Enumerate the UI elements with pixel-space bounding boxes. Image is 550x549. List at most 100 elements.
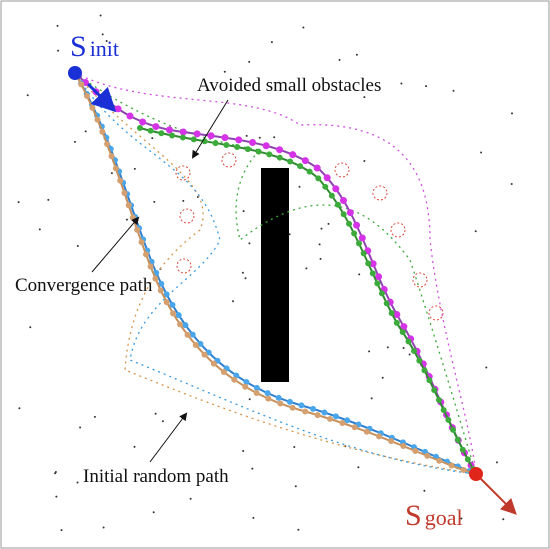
start-symbol: S [70,30,87,63]
annotation-arrow [149,412,188,463]
background-point [125,218,128,221]
background-point [245,134,248,137]
goal-subscript: goal [425,505,463,530]
background-point [74,140,76,143]
background-point [252,516,255,519]
background-point [55,495,58,498]
background-point [402,347,405,349]
background-point [138,473,141,476]
annotation: Initial random path [83,466,229,487]
background-point [251,467,254,470]
background-point [293,446,296,448]
background-point [320,227,323,230]
background-point [102,526,105,529]
background-point [370,397,373,400]
background-point [79,426,82,429]
background-point [425,85,428,88]
background-point [386,346,389,349]
obstacle [261,168,289,382]
background-point [368,350,371,353]
goal-point [469,467,483,481]
background-point [355,53,358,56]
background-point [182,199,185,202]
background-point [400,82,403,85]
background-point [241,271,244,274]
start-subscript: init [90,36,119,61]
background-point [363,96,366,99]
background-point [502,518,505,521]
background-point [232,300,234,303]
background-point [161,420,164,423]
background-point [133,167,136,170]
background-point [242,210,245,213]
background-point [452,89,455,92]
background-point [26,94,29,97]
background-point [496,461,498,464]
background-point [302,26,305,29]
goal-arrow [475,473,517,515]
background-point [151,137,154,140]
background-point [154,412,157,415]
background-point [76,481,79,484]
background-point [357,466,360,469]
background-point [319,257,322,260]
background-point [54,472,57,475]
background-point [248,60,251,63]
background-point [408,353,411,356]
background-point [244,277,247,280]
small-obstacles [175,152,444,321]
background-point [297,528,300,531]
start-arrow [86,82,117,113]
background-point [423,489,426,492]
background-point [84,130,87,133]
annotation-arrow [191,99,229,159]
background-point [288,233,291,236]
background-point [511,112,513,115]
background-point [485,366,488,369]
background-point [99,14,102,17]
background-point [152,511,155,514]
background-point [223,70,226,73]
annotation: Convergence path [15,275,153,296]
background-point [93,415,96,418]
convergence-paths [71,69,480,478]
background-point [153,200,156,203]
background-point [29,326,32,329]
background-point [363,160,366,162]
background-point [17,201,20,204]
background-point [480,151,483,154]
background-point [76,245,79,247]
annotation-arrow [91,216,140,273]
background-point [38,228,41,231]
background-point [133,445,136,448]
background-point [248,398,251,401]
background-point [273,136,276,139]
background-point [60,529,63,532]
background-point [47,198,50,201]
background-point [270,41,273,44]
background-point [358,273,361,276]
background-point [460,517,463,520]
background-point [242,450,245,452]
background-point [189,497,192,500]
background-point [338,58,341,61]
background-point [18,407,21,410]
background-point [105,40,108,42]
background-point [101,33,104,36]
background-point [474,230,477,233]
background-point [294,485,297,488]
background-point [318,243,321,246]
background-point [381,376,384,379]
background-point [327,222,330,225]
background-point [56,24,59,27]
background-point [248,242,251,245]
background-point [305,267,308,270]
background-point [57,49,60,52]
start-point [68,66,82,80]
annotation: Avoided small obstacles [197,75,381,96]
background-point [110,172,113,175]
goal-symbol: S [405,499,422,532]
